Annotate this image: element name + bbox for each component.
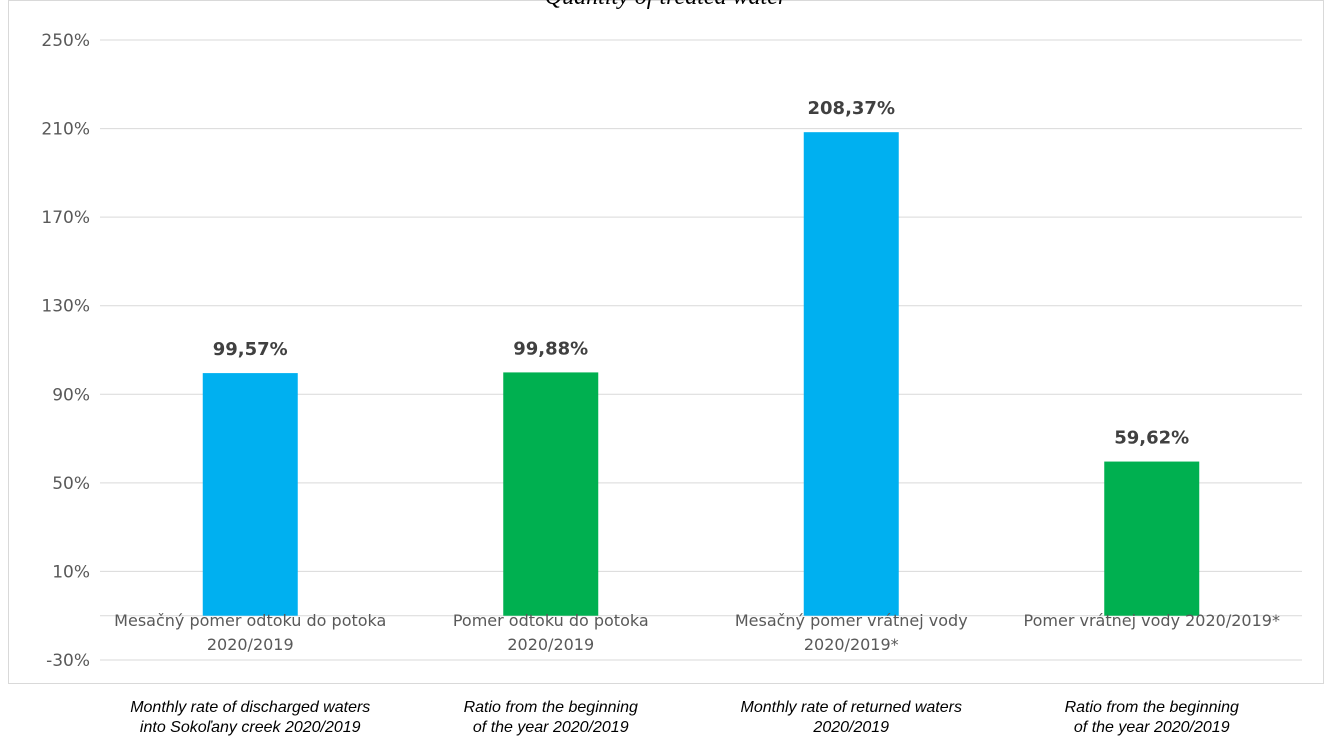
bar <box>1104 461 1200 616</box>
english-caption: of the year 2020/2019 <box>473 719 629 736</box>
data-labels: 99,57% 99,88% 208,37% 59,62% <box>213 98 1189 448</box>
data-label: 208,37% <box>808 98 896 119</box>
chart-frame <box>8 0 1324 684</box>
data-label: 59,62% <box>1114 428 1189 449</box>
category-label: Mesačný pomer vrátnej vody <box>735 611 968 630</box>
bar <box>503 372 599 616</box>
y-tick-label: 210% <box>41 120 90 140</box>
bar <box>202 373 298 616</box>
category-label: 2020/2019* <box>804 635 899 654</box>
english-caption: Monthly rate of discharged waters <box>130 699 370 716</box>
category-label: Mesačný pomer odtoku do potoka <box>114 611 386 630</box>
data-label: 99,88% <box>513 338 588 359</box>
bar <box>803 132 899 616</box>
english-captions: Monthly rate of discharged waters into So… <box>130 699 1239 736</box>
english-caption: into Sokoľany creek 2020/2019 <box>140 719 361 736</box>
english-caption: 2020/2019 <box>812 719 889 736</box>
y-tick-label: 90% <box>52 385 90 405</box>
category-labels: Mesačný pomer odtoku do potoka 2020/2019 P… <box>114 611 1280 654</box>
y-tick-label: 170% <box>41 208 90 228</box>
english-caption: of the year 2020/2019 <box>1074 719 1230 736</box>
y-tick-label: -30% <box>46 651 90 671</box>
english-caption: Ratio from the beginning <box>1065 699 1239 716</box>
y-tick-label: 50% <box>52 474 90 494</box>
category-label: 2020/2019 <box>207 635 294 654</box>
category-label: Pomer vrátnej vody 2020/2019* <box>1024 611 1280 630</box>
category-label: 2020/2019 <box>507 635 594 654</box>
category-label: Pomer odtoku do potoka <box>453 611 649 630</box>
bars <box>202 132 1200 616</box>
y-axis-ticks: 250% 210% 170% 130% 90% 50% 10% -30% <box>41 31 90 671</box>
data-label: 99,57% <box>213 339 288 360</box>
chart-title: Quantity of treated water <box>545 0 788 10</box>
y-tick-label: 130% <box>41 297 90 317</box>
y-tick-label: 250% <box>41 31 90 51</box>
english-caption: Ratio from the beginning <box>464 699 638 716</box>
gridlines <box>100 39 1302 661</box>
y-tick-label: 10% <box>52 562 90 582</box>
english-caption: Monthly rate of returned waters <box>741 699 962 716</box>
